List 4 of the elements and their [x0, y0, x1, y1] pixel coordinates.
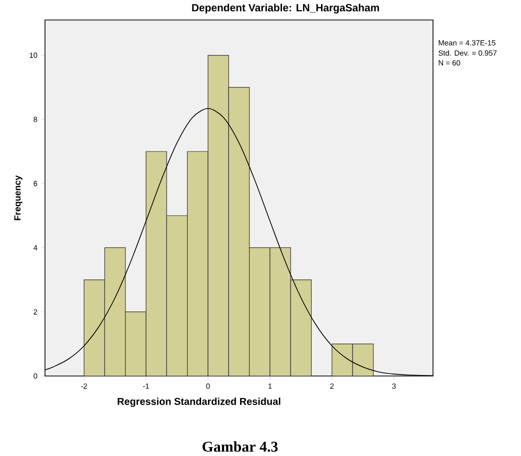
text: Gambar 4.3	[202, 441, 278, 452]
x-axis-title: Regression Standardized Residual	[118, 398, 280, 407]
chart-title: Dependent Variable: LN_HargaSaham	[192, 4, 379, 14]
y-axis-title: Frequency	[14, 175, 22, 220]
